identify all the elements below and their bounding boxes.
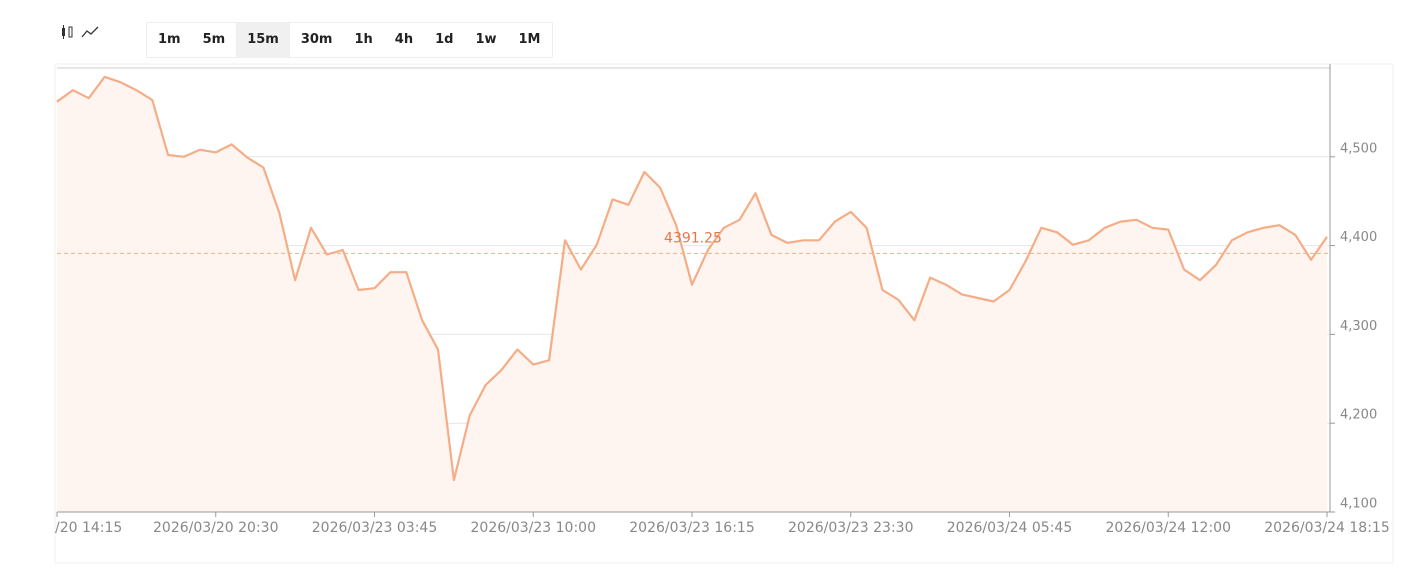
x-tick-label: 2026/03/23 03:45 — [312, 520, 438, 536]
y-tick-label: 4,500 — [1340, 141, 1377, 156]
chart-frame — [54, 63, 1394, 564]
interval-button[interactable]: 1h — [354, 32, 373, 47]
current-price-label: 4391.25 — [664, 230, 722, 246]
interval-button[interactable]: 1m — [158, 32, 181, 47]
line-icon[interactable] — [81, 24, 99, 40]
x-tick-label: /20 14:15 — [55, 520, 122, 536]
x-tick-label: 2026/03/24 18:15 — [1264, 520, 1390, 536]
x-tick-label: 2026/03/24 12:00 — [1106, 520, 1232, 536]
interval-button[interactable]: 4h — [394, 32, 414, 47]
x-tick-label: 2026/03/23 16:15 — [629, 520, 755, 536]
interval-button[interactable]: 1d — [435, 32, 454, 47]
area — [57, 76, 1327, 513]
chart-type-switch — [55, 21, 111, 43]
interval-button[interactable]: 5m — [202, 32, 226, 47]
x-tick-label: 2026/03/24 05:45 — [947, 520, 1073, 536]
interval-button[interactable]: 1M — [518, 32, 541, 47]
x-tick-label: 2026/03/23 23:30 — [788, 520, 914, 536]
y-tick-label: 4,200 — [1340, 408, 1377, 423]
x-tick-label: 2026/03/20 20:30 — [153, 520, 279, 536]
y-tick-label: 4,300 — [1340, 319, 1377, 334]
interval-button[interactable]: 30m — [300, 32, 333, 47]
interval-button[interactable]: 15m — [236, 23, 290, 57]
interval-toolbar: 1m 5m 15m 30m 1h 4h 1d 1w 1M — [146, 22, 553, 58]
x-tick-label: 2026/03/23 10:00 — [471, 520, 597, 536]
y-tick-label: 4,100 — [1340, 497, 1377, 512]
candle-icon[interactable] — [59, 24, 75, 40]
interval-button[interactable]: 1w — [475, 32, 497, 47]
y-tick-label: 4,400 — [1340, 230, 1377, 245]
price-line — [56, 75, 1328, 482]
